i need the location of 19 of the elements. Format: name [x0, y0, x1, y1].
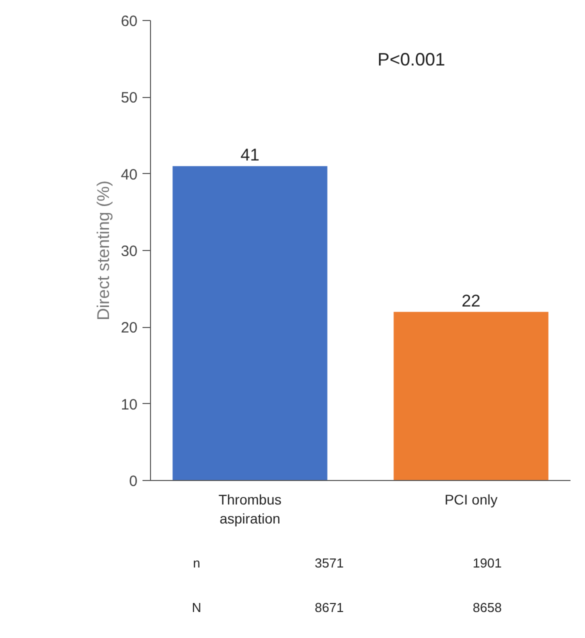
y-tick-label: 40 [120, 166, 138, 184]
y-tick-label: 10 [120, 396, 138, 414]
data-label: 22 [462, 291, 480, 310]
y-axis-title: Direct stenting (%) [94, 180, 113, 320]
text: 3571 [314, 555, 344, 570]
annotation: P<0.001 [378, 50, 446, 70]
y-tick-label: 0 [129, 473, 138, 490]
y-tick-label: 60 [120, 13, 138, 30]
x-tick-label: PCI only [444, 492, 498, 508]
text: N [192, 600, 202, 615]
x-tick-label: Thrombus aspiration [218, 492, 282, 527]
y-tick-label: 50 [120, 90, 138, 107]
text: n [192, 555, 200, 570]
y-tick-label: 20 [120, 320, 138, 337]
data-label: 41 [240, 146, 260, 165]
y-tick-label: 30 [120, 243, 138, 260]
text: 8671 [314, 600, 344, 615]
text: 8658 [472, 600, 502, 615]
text: 1901 [472, 555, 502, 570]
